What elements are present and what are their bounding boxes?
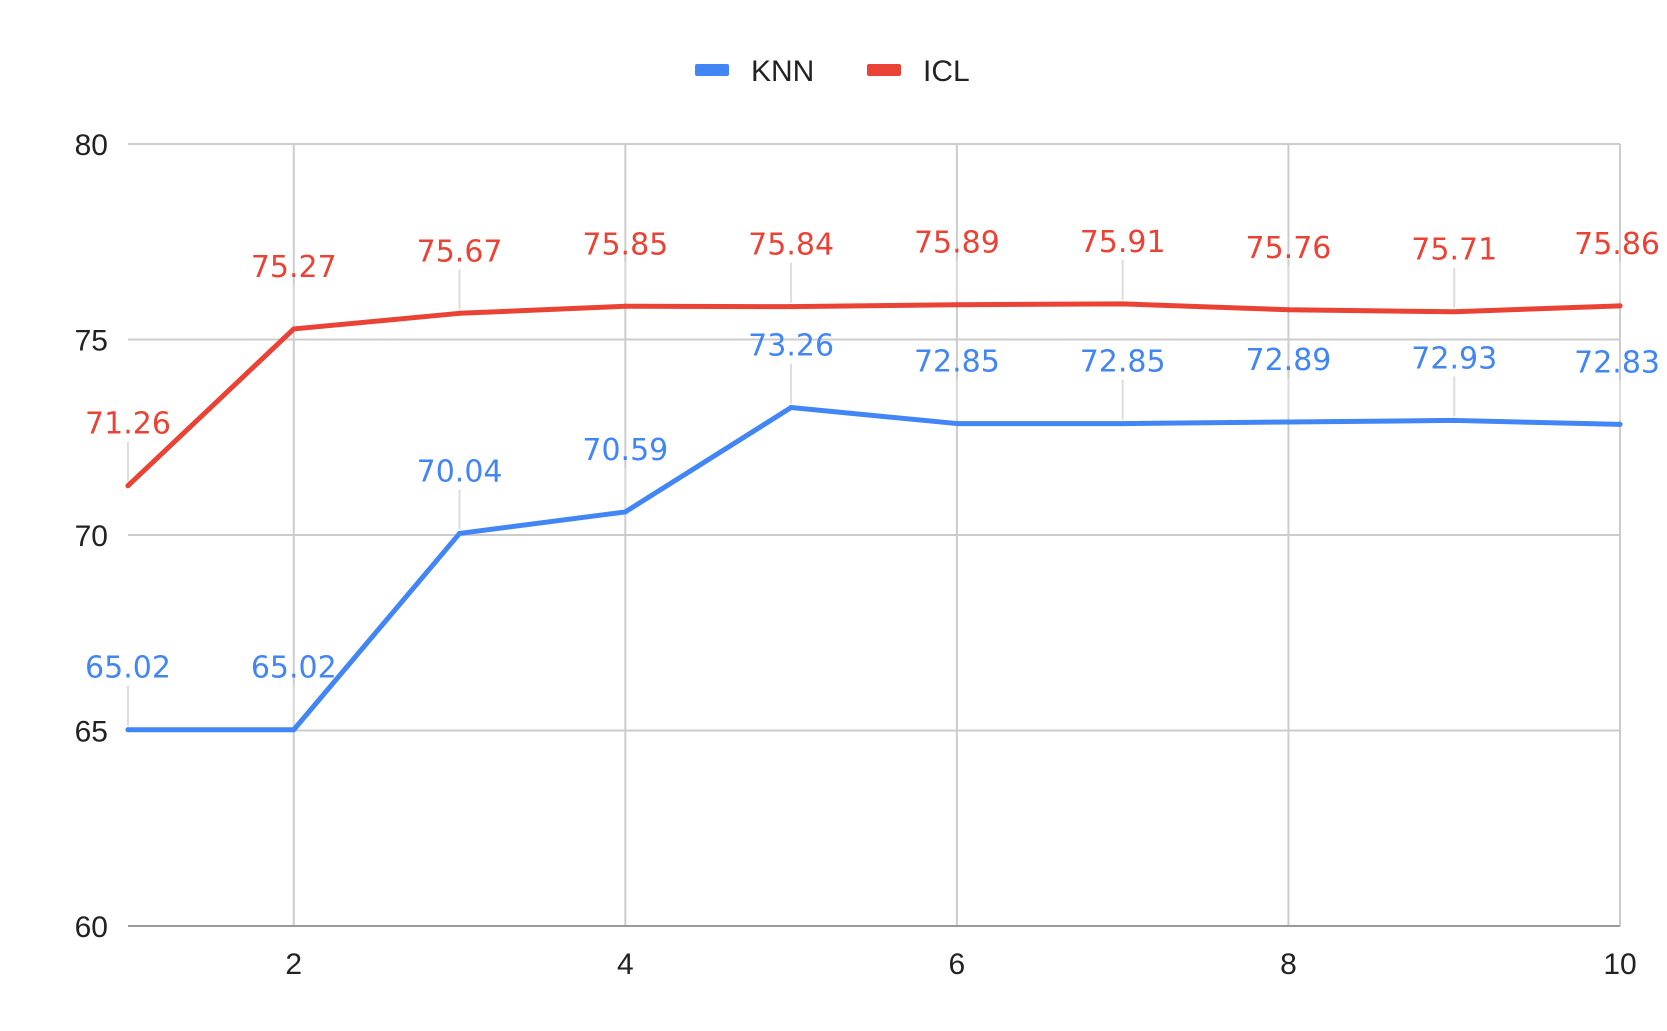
data-point-icl <box>457 310 463 316</box>
x-tick-label: 10 <box>1603 948 1636 981</box>
y-tick-label: 75 <box>75 325 108 358</box>
data-point-knn <box>788 405 794 411</box>
data-point-icl <box>1120 301 1126 307</box>
data-label-knn: 72.83 <box>1574 345 1660 380</box>
data-label-knn: 65.02 <box>85 651 171 686</box>
gridlines <box>128 143 1621 927</box>
series-line-knn <box>125 405 1623 733</box>
y-tick-label: 70 <box>75 520 108 553</box>
legend-swatch-icl <box>867 64 901 76</box>
data-point-knn <box>954 421 960 427</box>
data-point-knn <box>125 727 131 733</box>
data-point-knn <box>1285 419 1291 425</box>
y-tick-label: 65 <box>75 716 108 749</box>
series-line-icl <box>125 301 1623 489</box>
data-point-knn <box>1617 421 1623 427</box>
x-tick-label: 6 <box>949 948 966 981</box>
data-point-knn <box>1451 417 1457 423</box>
data-label-icl: 75.91 <box>1080 225 1166 260</box>
data-label-knn: 72.89 <box>1245 343 1331 378</box>
x-tick-label: 4 <box>617 948 634 981</box>
data-label-icl: 75.27 <box>251 250 337 285</box>
data-label-knn: 65.02 <box>251 651 337 686</box>
legend-label-knn: KNN <box>751 55 814 88</box>
data-label-knn: 72.85 <box>914 345 1000 380</box>
data-point-icl <box>1285 307 1291 313</box>
x-tick-label: 8 <box>1280 948 1297 981</box>
legend: KNN ICL <box>695 55 970 88</box>
data-labels: 65.02 65.02 70.04 70.59 73.26 72.85 72.85 72.89… <box>85 225 1660 686</box>
legend-swatch-knn <box>695 64 729 76</box>
data-label-icl: 75.85 <box>582 227 668 262</box>
data-label-knn: 72.85 <box>1080 345 1166 380</box>
y-tick-label: 80 <box>75 129 108 162</box>
data-point-knn <box>291 727 297 733</box>
y-axis-ticks: 60 65 70 75 80 <box>75 129 108 944</box>
x-axis-ticks: 2 4 6 8 10 <box>285 948 1636 981</box>
data-point-knn <box>622 509 628 515</box>
data-label-knn: 70.04 <box>417 454 503 489</box>
data-label-icl: 75.84 <box>748 228 834 263</box>
data-label-knn: 70.59 <box>582 433 668 468</box>
data-label-icl: 75.76 <box>1245 231 1331 266</box>
data-point-knn <box>1120 421 1126 427</box>
data-label-icl: 75.89 <box>914 226 1000 261</box>
series-lines <box>125 301 1623 733</box>
data-point-icl <box>1617 303 1623 309</box>
data-point-icl <box>125 483 131 489</box>
data-point-icl <box>622 303 628 309</box>
data-point-icl <box>291 326 297 332</box>
data-label-icl: 75.86 <box>1574 227 1660 262</box>
legend-label-icl: ICL <box>923 55 970 88</box>
x-tick-label: 2 <box>285 948 302 981</box>
data-point-icl <box>1451 309 1457 315</box>
data-point-icl <box>954 302 960 308</box>
data-point-knn <box>457 530 463 536</box>
data-point-icl <box>788 304 794 310</box>
data-label-icl: 71.26 <box>85 407 171 442</box>
data-label-icl: 75.71 <box>1411 233 1497 268</box>
data-label-icl: 75.67 <box>417 234 503 269</box>
data-label-knn: 73.26 <box>748 329 834 364</box>
data-label-knn: 72.93 <box>1411 341 1497 376</box>
data-label-leaders <box>127 259 1621 726</box>
y-tick-label: 60 <box>75 911 108 944</box>
